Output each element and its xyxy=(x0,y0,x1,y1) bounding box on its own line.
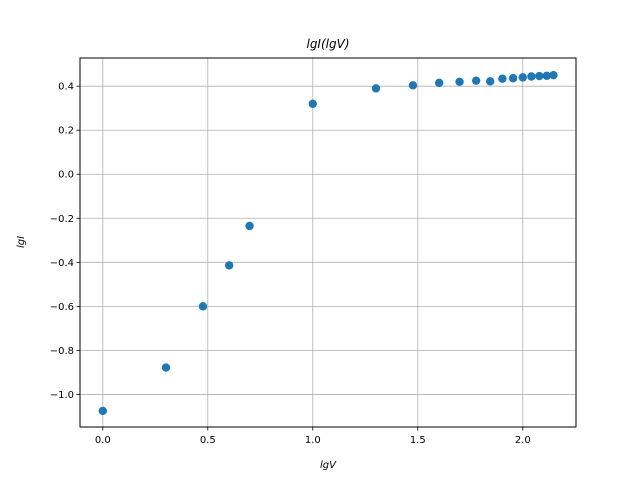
y-tick-label: 0.2 xyxy=(58,126,74,137)
y-tick-label: 0.0 xyxy=(58,170,74,181)
y-tick-label: −1.0 xyxy=(50,390,74,401)
x-tick-label: 0.0 xyxy=(95,435,111,446)
y-axis-ticks: −1.0 −0.8 −0.6 −0.4 −0.2 0.0 0.2 0.4 xyxy=(50,82,80,401)
data-point xyxy=(408,81,418,90)
data-point xyxy=(535,71,544,81)
chart-title: lgI(lgV) xyxy=(306,37,349,51)
data-point xyxy=(308,99,317,108)
x-tick-label: 2.0 xyxy=(515,435,531,446)
data-point xyxy=(549,70,558,80)
y-tick-label: −0.4 xyxy=(50,258,74,269)
data-point xyxy=(198,302,208,311)
x-tick-label: 1.5 xyxy=(410,435,426,446)
x-tick-label: 1.0 xyxy=(305,435,321,446)
y-axis-label: lgI xyxy=(16,236,27,248)
data-point xyxy=(434,78,444,88)
data-point xyxy=(224,261,234,270)
data-point xyxy=(527,72,536,81)
plot-frame xyxy=(79,57,577,428)
data-point xyxy=(371,84,381,93)
y-tick-label: −0.2 xyxy=(50,214,74,225)
data-point xyxy=(518,73,527,82)
data-points xyxy=(98,70,558,416)
data-point xyxy=(542,71,551,81)
y-tick-label: −0.6 xyxy=(50,302,74,313)
data-point xyxy=(245,221,254,231)
y-tick-label: −0.8 xyxy=(50,346,74,357)
data-point xyxy=(471,76,481,85)
data-point xyxy=(486,77,495,86)
data-point xyxy=(161,363,171,372)
x-axis-label: lgV xyxy=(320,460,337,471)
grid-lines xyxy=(80,58,576,427)
data-point xyxy=(98,406,107,416)
data-point xyxy=(455,77,464,86)
x-tick-label: 0.5 xyxy=(200,435,216,446)
x-axis-ticks: 0.0 0.5 1.0 1.5 2.0 xyxy=(95,427,531,446)
data-point xyxy=(508,74,518,83)
data-point xyxy=(498,74,507,83)
y-tick-label: 0.4 xyxy=(58,82,74,93)
